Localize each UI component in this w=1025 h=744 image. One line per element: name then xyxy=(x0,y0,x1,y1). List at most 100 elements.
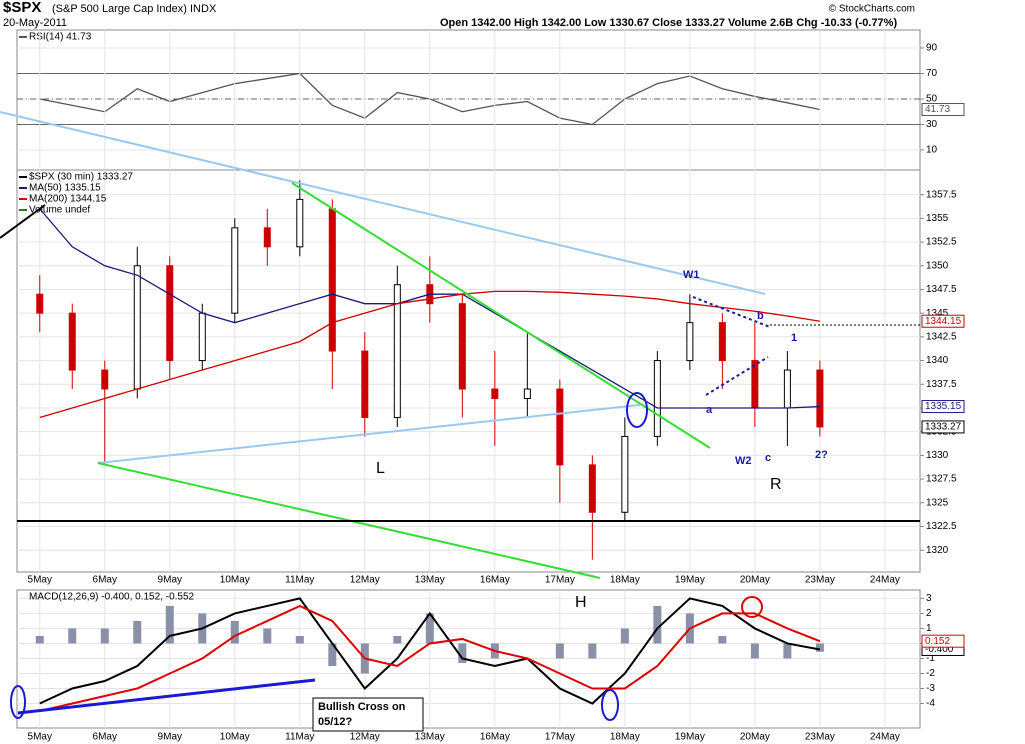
histogram-bar xyxy=(815,643,824,652)
y-tick-label: 1337.5 xyxy=(926,379,957,390)
circle-mark xyxy=(626,392,648,428)
candle-body xyxy=(816,369,824,428)
x-tick-label: 12May xyxy=(350,732,380,743)
candle-body xyxy=(296,198,304,248)
wedge-line xyxy=(705,356,769,396)
x-tick-label: 11May xyxy=(285,732,314,743)
candle-body xyxy=(653,360,661,437)
annotation: 2? xyxy=(815,449,828,461)
candle-body xyxy=(393,284,401,418)
legend-label: Volume undef xyxy=(29,205,90,216)
histogram-bar xyxy=(100,628,109,644)
y-tick-label: 1355 xyxy=(926,213,949,224)
circle-mark xyxy=(10,685,26,719)
histogram-bar xyxy=(230,620,239,644)
annotation: W1 xyxy=(683,269,700,281)
value-tag-label: 0.152 xyxy=(925,636,950,647)
note-box xyxy=(312,697,424,732)
note-text: 05/12? xyxy=(318,716,353,728)
x-tick-label: 24May xyxy=(870,575,900,586)
y-tick-label: 90 xyxy=(926,43,938,54)
candle-body xyxy=(588,464,596,513)
value-tag xyxy=(921,634,965,648)
histogram-bar xyxy=(718,635,727,644)
trendline xyxy=(0,204,46,239)
x-tick-label: 5May xyxy=(28,575,52,586)
candle-body xyxy=(491,388,499,399)
annotation: W2 xyxy=(735,455,752,467)
value-tag-label: 1333.27 xyxy=(925,422,962,433)
y-tick-label: -1 xyxy=(926,653,935,664)
histogram-bar xyxy=(620,628,629,644)
series-line xyxy=(39,597,821,705)
quote: Open 1342.00 High 1342.00 Low 1330.67 Cl… xyxy=(440,17,897,29)
candle-body xyxy=(361,350,369,418)
x-tick-label: 10May xyxy=(220,575,250,586)
value-tag xyxy=(921,314,965,328)
x-tick-label: 17May xyxy=(545,575,575,586)
x-tick-label: 17May xyxy=(545,732,575,743)
x-tick-label: 23May xyxy=(805,575,835,586)
panel xyxy=(16,169,921,573)
candle-body xyxy=(523,388,531,399)
x-tick-label: 23May xyxy=(805,732,835,743)
annotation: H xyxy=(575,594,587,611)
y-tick-label: -3 xyxy=(926,683,935,694)
x-tick-label: 13May xyxy=(415,575,445,586)
y-tick-label: 1352.5 xyxy=(926,237,957,248)
x-tick-label: 18May xyxy=(610,732,640,743)
x-tick-label: 16May xyxy=(480,575,510,586)
circle-mark xyxy=(741,596,763,618)
y-tick-label: 30 xyxy=(926,119,938,130)
value-tag xyxy=(921,420,965,434)
histogram-bar xyxy=(35,635,44,644)
series-line xyxy=(39,208,820,409)
histogram-bar xyxy=(783,643,792,659)
y-tick-label: 1350 xyxy=(926,260,949,271)
series-line xyxy=(39,290,820,419)
value-tag-label: -0.400 xyxy=(925,644,954,655)
series-line xyxy=(39,604,821,713)
candle-body xyxy=(101,369,109,390)
histogram-bar xyxy=(458,643,467,663)
y-tick-label: 10 xyxy=(926,145,938,156)
circle-mark xyxy=(601,689,619,721)
y-tick-label: 1347.5 xyxy=(926,284,957,295)
note-text: Bullish Cross on xyxy=(318,701,406,713)
y-tick-label: 1330 xyxy=(926,450,949,461)
value-tag xyxy=(921,400,965,414)
histogram-bar xyxy=(165,605,174,644)
title: $SPX xyxy=(3,0,41,16)
candle-body xyxy=(328,208,336,352)
y-tick-label: 1 xyxy=(926,623,932,634)
y-tick-label: 1325 xyxy=(926,497,949,508)
y-tick-label: -4 xyxy=(926,698,935,709)
x-tick-label: 20May xyxy=(740,575,770,586)
y-tick-label: 2 xyxy=(926,608,932,619)
x-tick-label: 11May xyxy=(285,575,314,586)
trendline xyxy=(291,182,711,449)
wedge-line xyxy=(692,296,771,328)
candle-body xyxy=(621,435,629,513)
value-tag-label: 1335.15 xyxy=(925,401,962,412)
histogram-bar xyxy=(263,628,272,644)
candle-body xyxy=(686,322,694,362)
y-tick-label: 3 xyxy=(926,593,932,604)
y-tick-label: 1342.5 xyxy=(926,332,957,343)
histogram-bar xyxy=(328,643,337,666)
candle-body xyxy=(718,322,726,362)
legend-label: MACD(12,26,9) -0.400, 0.152, -0.552 xyxy=(29,592,195,603)
histogram-bar xyxy=(393,635,402,644)
histogram-bar xyxy=(653,605,662,644)
value-tag-label: 1344.15 xyxy=(925,316,962,327)
trendline xyxy=(17,678,316,715)
x-tick-label: 19May xyxy=(675,732,705,743)
y-tick-label: 1340 xyxy=(926,355,949,366)
x-tick-label: 13May xyxy=(415,732,445,743)
x-tick-label: 6May xyxy=(93,732,117,743)
histogram-bar xyxy=(425,613,434,644)
trendline xyxy=(97,404,641,464)
candle-body xyxy=(263,227,271,248)
annotation: L xyxy=(376,460,385,477)
